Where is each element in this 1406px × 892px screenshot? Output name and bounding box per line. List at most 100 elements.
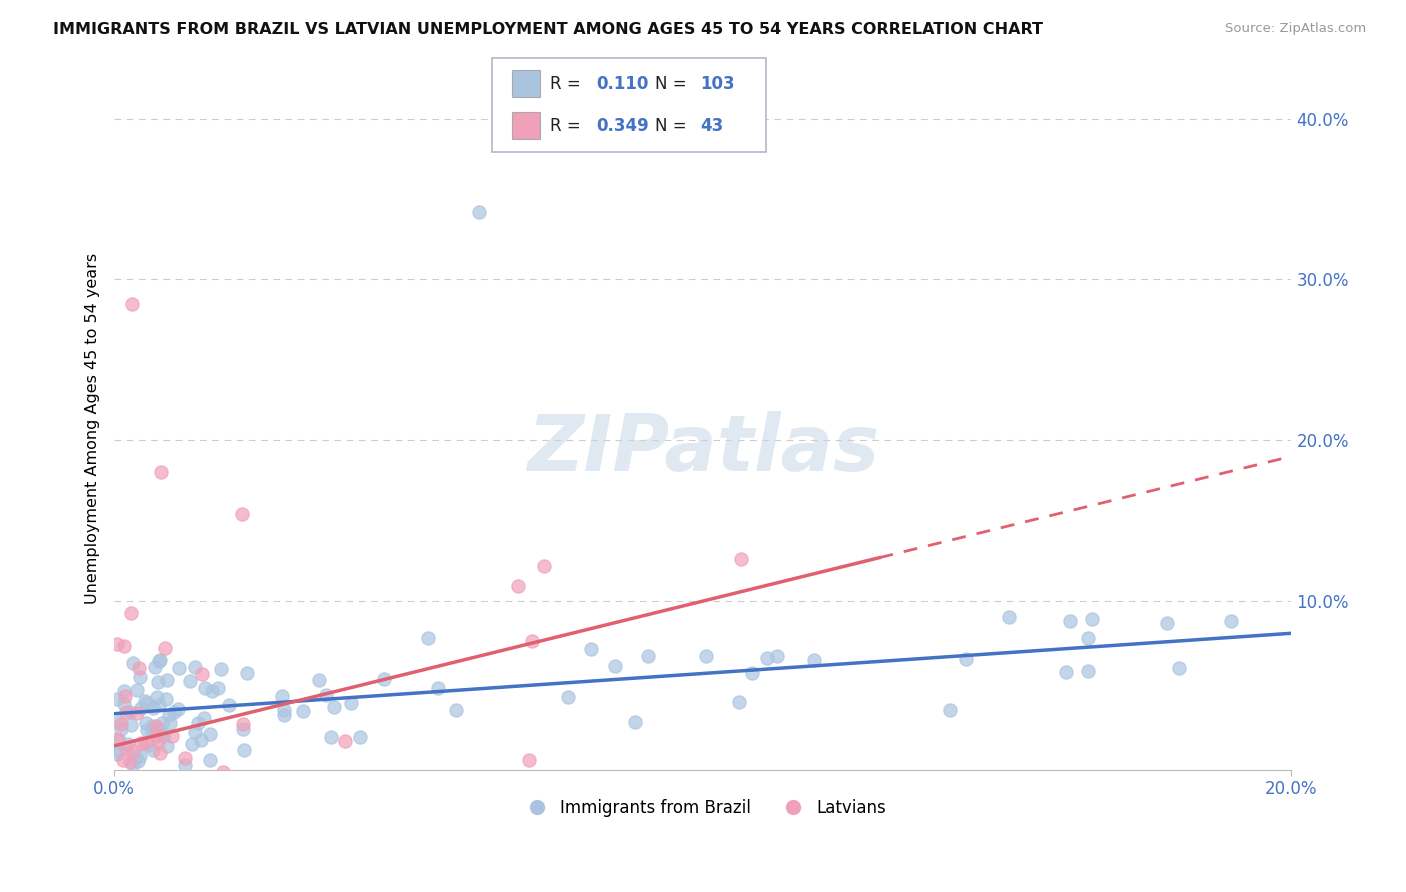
Point: [149, 653, 172, 667]
Point: [728, 695, 751, 709]
Point: [122, 744, 145, 758]
Point: [117, 737, 139, 751]
Point: [637, 648, 659, 663]
Point: [145, 719, 167, 733]
Point: [273, 708, 295, 723]
Point: [183, 660, 205, 674]
Point: [190, 733, 212, 747]
Point: [142, 742, 165, 756]
Point: [114, 690, 136, 704]
Point: [1156, 615, 1178, 630]
Point: [153, 640, 176, 655]
Point: [730, 552, 752, 566]
Point: [120, 718, 142, 732]
Point: [120, 705, 142, 719]
Point: [315, 688, 337, 702]
Point: [1167, 661, 1189, 675]
Point: [114, 706, 136, 720]
Point: [1059, 614, 1081, 628]
Point: [166, 702, 188, 716]
Point: [129, 670, 152, 684]
Point: [121, 656, 143, 670]
Text: ZIPatlas: ZIPatlas: [527, 410, 879, 487]
Y-axis label: Unemployment Among Ages 45 to 54 years: Unemployment Among Ages 45 to 54 years: [86, 252, 100, 604]
Point: [468, 204, 491, 219]
Point: [446, 704, 468, 718]
Point: [1219, 614, 1241, 628]
Point: [427, 681, 450, 696]
Point: [236, 665, 259, 680]
Point: [112, 684, 135, 698]
Point: [146, 729, 169, 743]
Point: [416, 632, 439, 646]
Point: [141, 724, 163, 739]
Point: [107, 714, 129, 729]
Point: [125, 682, 148, 697]
Point: [125, 748, 148, 763]
Point: [623, 714, 645, 729]
Point: [136, 723, 159, 738]
Point: [997, 610, 1019, 624]
Point: [209, 662, 232, 676]
Point: [270, 689, 292, 703]
Point: [218, 698, 240, 712]
Point: [308, 673, 330, 687]
Point: [111, 753, 134, 767]
Point: [939, 703, 962, 717]
Point: [146, 722, 169, 736]
Point: [695, 649, 717, 664]
Point: [121, 296, 143, 310]
Point: [174, 758, 197, 772]
Point: [533, 559, 555, 574]
Point: [107, 787, 129, 801]
Point: [520, 634, 543, 648]
Point: [136, 739, 159, 753]
Point: [145, 770, 167, 784]
Point: [557, 690, 579, 704]
Point: [605, 658, 627, 673]
Text: Source: ZipAtlas.com: Source: ZipAtlas.com: [1226, 22, 1367, 36]
Point: [110, 717, 132, 731]
Point: [105, 637, 128, 651]
Point: [105, 692, 128, 706]
Point: [152, 728, 174, 742]
Point: [148, 654, 170, 668]
Point: [340, 696, 363, 710]
Point: [207, 681, 229, 696]
Text: 0.110: 0.110: [596, 75, 648, 93]
Point: [110, 722, 132, 736]
Point: [212, 764, 235, 779]
Point: [129, 749, 152, 764]
Text: R =: R =: [550, 75, 586, 93]
Point: [148, 698, 170, 713]
Point: [506, 579, 529, 593]
Point: [741, 665, 763, 680]
Point: [127, 754, 149, 768]
Point: [181, 737, 204, 751]
Point: [148, 787, 170, 801]
Point: [167, 661, 190, 675]
Point: [273, 703, 295, 717]
Point: [115, 778, 138, 792]
Point: [321, 730, 343, 744]
Text: 43: 43: [700, 117, 724, 135]
Point: [232, 723, 254, 737]
Point: [179, 673, 201, 688]
Point: [193, 711, 215, 725]
Point: [148, 735, 170, 749]
Point: [581, 641, 603, 656]
Point: [159, 716, 181, 731]
Point: [155, 673, 177, 687]
Point: [134, 772, 156, 786]
Point: [232, 717, 254, 731]
Point: [112, 639, 135, 653]
Point: [955, 652, 977, 666]
Point: [194, 681, 217, 695]
Point: [373, 673, 395, 687]
Point: [107, 779, 129, 793]
Point: [152, 729, 174, 743]
Point: [157, 707, 180, 722]
Point: [105, 732, 128, 747]
Point: [156, 739, 179, 753]
Point: [134, 694, 156, 708]
